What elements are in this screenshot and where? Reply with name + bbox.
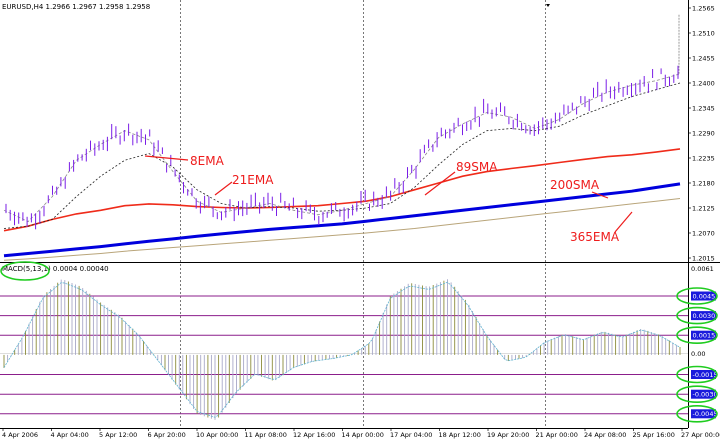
time-label: 24 Apr 08:00 (584, 431, 626, 439)
time-label: 10 Apr 00:00 (196, 431, 238, 439)
price-label: 1.2290 (692, 130, 715, 138)
macd-axis-top: 0.0061 (691, 265, 714, 273)
time-label: 25 Apr 16:00 (633, 431, 675, 439)
level-highlight (676, 287, 718, 305)
macd-pane[interactable] (0, 263, 688, 428)
price-label: 1.2015 (692, 255, 715, 263)
level-highlight (676, 326, 718, 345)
level-label: 0.0030 (693, 312, 716, 320)
price-label: 1.2565 (692, 5, 715, 13)
level-label: 0.0045 (693, 292, 716, 300)
price-scale[interactable]: 1.2565 1.2510 1.2455 1.2400 1.2345 1.2290 1.22… (688, 5, 715, 263)
arrow-365ema (614, 211, 633, 233)
level-label: -0.0030 (693, 391, 718, 399)
time-scale[interactable]: 4 Apr 2006 4 Apr 04:00 5 Apr 12:00 6 Apr 20… (2, 428, 720, 439)
label-21ema: 21EMA (232, 173, 274, 187)
level-badge (691, 389, 716, 399)
level-badge (691, 311, 716, 321)
time-label: 12 Apr 16:00 (293, 431, 335, 439)
time-label: 5 Apr 12:00 (99, 431, 137, 439)
level-label: -0.0015 (693, 371, 718, 379)
arrow-200sma (591, 191, 609, 199)
ema365-line (3, 198, 681, 261)
label-365ema: 365EMA (570, 230, 620, 244)
time-label: 6 Apr 20:00 (148, 431, 186, 439)
sma89-line (3, 148, 681, 232)
time-label: 14 Apr 00:00 (342, 431, 384, 439)
level-highlight (676, 306, 718, 325)
level-highlight (676, 385, 718, 404)
time-label: 4 Apr 2006 (2, 431, 38, 439)
ema21-line (3, 82, 681, 229)
time-label: 19 Apr 20:00 (487, 431, 529, 439)
level-highlight (676, 365, 718, 384)
time-label: 17 Apr 04:00 (390, 431, 432, 439)
sma200-line (3, 182, 681, 258)
level-badge (691, 291, 716, 301)
price-label: 1.2180 (692, 180, 715, 188)
time-label: 27 Apr 00:00 (681, 431, 720, 439)
price-label: 1.2125 (692, 205, 715, 213)
label-89sma: 89SMA (456, 160, 498, 174)
label-200sma: 200SMA (550, 178, 600, 192)
price-label: 1.2455 (692, 55, 715, 63)
arrow-8ema (144, 155, 189, 161)
level-badge (691, 370, 716, 379)
time-label: 21 Apr 00:00 (536, 431, 578, 439)
symbol-title: EURUSD,H4 1.2966 1.2967 1.2958 1.2958 (2, 3, 150, 11)
macd-signal-line (3, 281, 681, 418)
price-label: 1.2070 (692, 230, 715, 238)
arrow-21ema (214, 181, 233, 196)
ema8-line (3, 73, 681, 223)
level-badge (691, 330, 716, 340)
level-highlight (676, 404, 718, 423)
shift-marker-icon[interactable] (546, 4, 550, 7)
price-label: 1.2345 (692, 105, 715, 113)
price-label: 1.2400 (692, 80, 715, 88)
price-bars (5, 14, 680, 230)
level-label: -0.0045 (693, 410, 718, 418)
level-badge (691, 409, 716, 419)
macd-title: MACD(5,13,1) 0.0004 0.00040 (2, 265, 109, 273)
macd-histogram (3, 279, 681, 420)
level-label: 0.0015 (693, 332, 716, 340)
price-label: 1.2510 (692, 30, 715, 38)
ma-annotations: 8EMA 21EMA 89SMA 200SMA 365EMA (144, 154, 633, 244)
label-8ema: 8EMA (190, 154, 225, 168)
time-label: 11 Apr 08:00 (245, 431, 287, 439)
arrow-89sma (424, 171, 456, 196)
macd-title-highlight (0, 261, 50, 281)
time-label: 18 Apr 12:00 (439, 431, 481, 439)
time-label: 4 Apr 04:00 (51, 431, 89, 439)
price-label: 1.2235 (692, 155, 715, 163)
macd-axis-zero: 0.00 (691, 350, 705, 358)
period-separators (180, 0, 546, 428)
